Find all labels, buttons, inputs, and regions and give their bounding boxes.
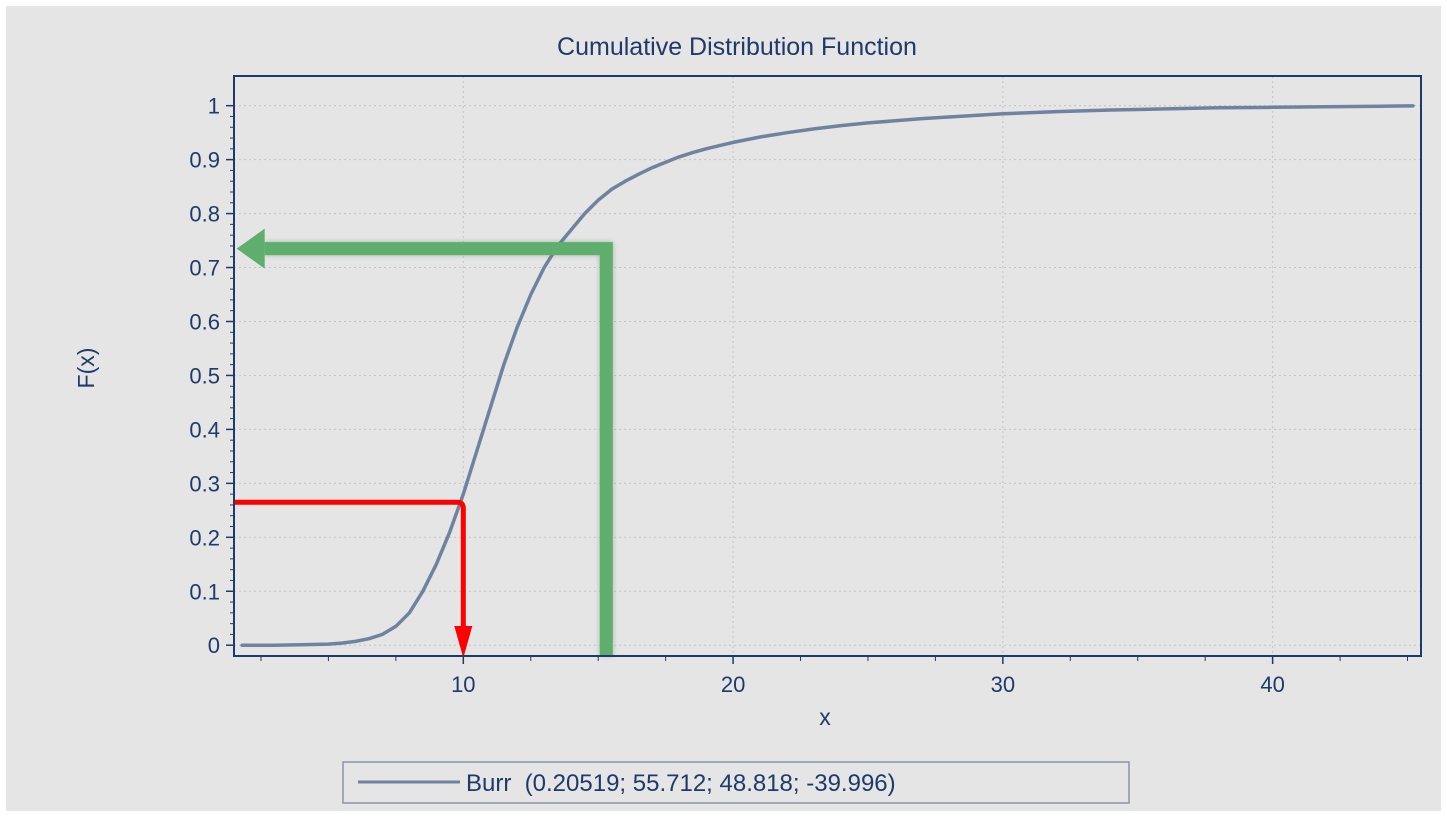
chart-background <box>6 6 1441 811</box>
y-tick-label: 0.8 <box>189 202 220 227</box>
y-tick-label: 0.3 <box>189 471 220 496</box>
chart-title: Cumulative Distribution Function <box>557 33 917 61</box>
y-tick-label: 0.7 <box>189 256 220 281</box>
y-tick-label: 0 <box>208 633 220 658</box>
y-tick-label: 0.4 <box>189 417 220 442</box>
x-tick-label: 10 <box>451 672 475 697</box>
y-tick-label: 1 <box>208 94 220 119</box>
annotation-layer <box>234 228 614 658</box>
green-arrow-head <box>236 228 265 269</box>
red-arrow-shaft <box>234 499 466 630</box>
red-arrow-head <box>454 626 473 658</box>
y-tick-label: 0.6 <box>189 309 220 334</box>
cdf-line <box>240 104 1415 647</box>
x-tick-label: 20 <box>721 672 745 697</box>
legend-label: Burr (0.20519; 55.712; 48.818; -39.996) <box>466 770 896 797</box>
legend: Burr (0.20519; 55.712; 48.818; -39.996) <box>342 761 1130 804</box>
grid-lines <box>234 76 1421 656</box>
series-layer <box>240 104 1415 647</box>
legend-box <box>342 761 1130 804</box>
x-tick-label: 30 <box>991 672 1015 697</box>
y-tick-label: 0.9 <box>189 148 220 173</box>
plot-frame <box>233 75 1422 657</box>
y-tick-label: 0.1 <box>189 579 220 604</box>
tick-labels: 0 0.1 0.2 0.3 0.4 0.5 0.6 0.7 0.8 0.9 1 10 20 30 40 <box>189 94 1284 697</box>
axis-ticks <box>226 104 1409 664</box>
x-axis-label: x <box>819 704 831 730</box>
y-axis-label: F(x) <box>73 348 99 389</box>
x-tick-label: 40 <box>1260 672 1284 697</box>
green-arrow-shaft <box>264 242 613 656</box>
y-tick-label: 0.5 <box>189 363 220 388</box>
y-tick-label: 0.2 <box>189 525 220 550</box>
